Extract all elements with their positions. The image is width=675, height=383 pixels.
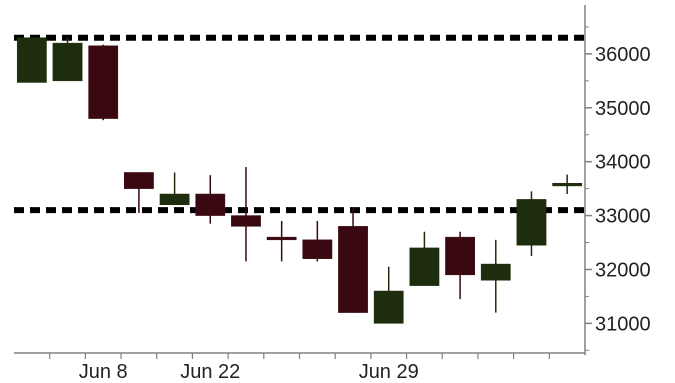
y-ticks: 31000 32000 33000 34000 35000 36000 xyxy=(585,26,651,351)
candle-11 xyxy=(409,231,440,286)
candle-3 xyxy=(124,172,154,213)
x-tick-label: Jun 29 xyxy=(359,361,419,383)
candle-body xyxy=(52,42,83,82)
candle-7 xyxy=(266,220,297,262)
x-ticks: Jun 8 Jun 22 Jun 29 xyxy=(49,353,550,383)
candle-6 xyxy=(231,167,261,262)
y-tick-label: 35000 xyxy=(595,98,651,120)
x-tick-label: Jun 22 xyxy=(180,361,240,383)
candle-body xyxy=(195,193,226,216)
candle-body xyxy=(88,45,119,119)
candle-12 xyxy=(445,231,475,300)
candle-body xyxy=(373,290,404,324)
candle-9 xyxy=(338,207,368,313)
candle-10 xyxy=(373,266,404,324)
y-tick-label: 36000 xyxy=(595,44,651,66)
candle-5 xyxy=(195,175,226,224)
candle-1 xyxy=(52,37,83,82)
candle-13 xyxy=(480,239,511,313)
candle-2 xyxy=(88,44,119,121)
candle-body xyxy=(231,215,261,227)
candle-0 xyxy=(16,37,47,83)
candle-body xyxy=(124,172,154,189)
candle-body xyxy=(480,263,511,281)
candle-body xyxy=(445,236,475,276)
candle-body xyxy=(16,37,47,83)
candle-15 xyxy=(552,174,583,195)
candle-body xyxy=(266,236,297,241)
candle-body xyxy=(516,199,547,246)
candle-body xyxy=(338,226,368,313)
candle-4 xyxy=(159,172,190,206)
candle-body xyxy=(552,182,583,187)
candle-body xyxy=(409,247,440,286)
y-tick-label: 31000 xyxy=(595,313,651,335)
y-tick-label: 33000 xyxy=(595,206,651,228)
candle-body xyxy=(302,239,333,259)
candle-8 xyxy=(302,220,333,262)
candles xyxy=(16,37,583,324)
y-tick-label: 32000 xyxy=(595,259,651,281)
y-tick-label: 34000 xyxy=(595,152,651,174)
candle-body xyxy=(159,193,190,206)
candle-14 xyxy=(516,191,547,256)
x-tick-label: Jun 8 xyxy=(79,361,128,383)
